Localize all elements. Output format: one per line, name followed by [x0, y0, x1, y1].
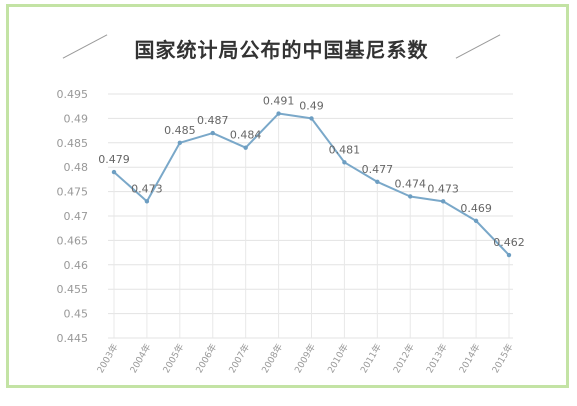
grid-lines — [108, 93, 513, 339]
y-tick-label: 0.45 — [64, 308, 89, 321]
y-tick-label: 0.475 — [57, 186, 89, 199]
x-tick-label: 2015年 — [489, 342, 515, 376]
y-tick-label: 0.495 — [57, 88, 89, 101]
bottom-strip — [0, 394, 577, 406]
chart-frame — [6, 4, 569, 388]
data-label: 0.473 — [131, 182, 163, 195]
data-point — [440, 199, 446, 204]
data-label: 0.474 — [395, 177, 427, 190]
y-tick-label: 0.455 — [57, 283, 89, 296]
data-point — [210, 130, 215, 136]
x-tick-label: 2011年 — [358, 342, 384, 376]
data-point — [309, 116, 314, 121]
x-tick-label: 2005年 — [160, 342, 186, 376]
data-label: 0.462 — [493, 236, 525, 249]
x-tick-label: 2008年 — [259, 342, 285, 376]
x-tick-label: 2007年 — [226, 342, 252, 376]
data-label: 0.477 — [362, 163, 394, 176]
data-point — [506, 252, 512, 258]
y-tick-label: 0.46 — [64, 259, 89, 272]
data-point — [177, 140, 183, 145]
data-point — [342, 160, 347, 165]
x-tick-label: 2003年 — [94, 342, 120, 376]
y-tick-label: 0.465 — [57, 234, 89, 247]
data-point — [243, 145, 248, 150]
data-points — [111, 111, 512, 258]
y-tick-label: 0.48 — [64, 161, 89, 174]
x-tick-label: 2004年 — [127, 342, 153, 376]
data-point — [144, 199, 150, 204]
x-tick-label: 2006年 — [193, 342, 219, 376]
data-point — [276, 111, 281, 116]
chart-title: 国家统计局公布的中国基尼系数 — [134, 38, 429, 62]
data-label: 0.49 — [299, 99, 324, 112]
data-label: 0.491 — [263, 95, 295, 108]
y-tick-label: 0.445 — [57, 332, 89, 345]
data-label: 0.469 — [460, 202, 492, 215]
data-label: 0.484 — [230, 129, 262, 142]
data-point — [375, 179, 380, 185]
data-point — [408, 194, 413, 199]
y-tick-labels: 0.495 0.49 0.485 0.48 0.475 0.47 0.465 0.46 0.45… — [57, 88, 89, 345]
y-tick-label: 0.485 — [57, 137, 89, 150]
title-row: 国家统计局公布的中国基尼系数 — [0, 28, 563, 68]
data-label: 0.487 — [197, 114, 229, 127]
x-tick-labels: 2003年 2004年 2005年 2006年 2007年 2008年 2009年 2010年… — [94, 342, 515, 376]
vertical-guides — [113, 113, 510, 338]
x-tick-label: 2010年 — [325, 342, 351, 376]
data-point — [111, 169, 117, 175]
data-label: 0.485 — [164, 124, 196, 137]
data-label: 0.481 — [329, 143, 361, 156]
x-tick-label: 2009年 — [292, 342, 318, 376]
data-point — [473, 218, 479, 224]
x-tick-label: 2014年 — [456, 342, 482, 376]
y-tick-label: 0.47 — [64, 210, 89, 223]
x-tick-label: 2013年 — [423, 342, 449, 376]
y-tick-label: 0.49 — [64, 112, 89, 125]
data-label: 0.473 — [427, 182, 459, 195]
data-label: 0.479 — [98, 153, 130, 166]
x-tick-label: 2012年 — [391, 342, 417, 376]
